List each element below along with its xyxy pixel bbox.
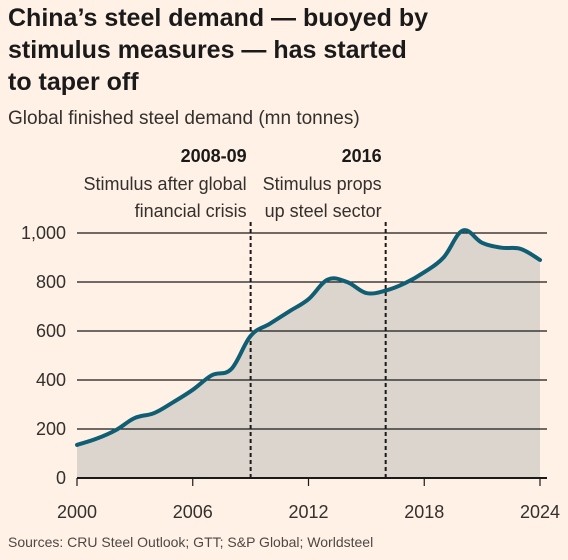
data-point bbox=[173, 402, 174, 403]
x-tick-label: 2012 bbox=[288, 502, 328, 522]
line-layer bbox=[75, 228, 542, 447]
x-tick-label: 2000 bbox=[57, 502, 97, 522]
series-line bbox=[75, 228, 542, 447]
data-point bbox=[212, 375, 213, 376]
data-point bbox=[250, 335, 251, 336]
chart-title: China’s steel demand — buoyed by stimulu… bbox=[8, 2, 560, 98]
data-point bbox=[501, 247, 502, 248]
y-tick-label: 600 bbox=[36, 321, 66, 341]
data-point bbox=[308, 299, 309, 300]
data-point bbox=[520, 248, 521, 249]
annotation-layer bbox=[249, 222, 387, 478]
data-point bbox=[385, 290, 386, 291]
data-point bbox=[404, 283, 405, 284]
x-tick-label: 2018 bbox=[404, 502, 444, 522]
y-tick-label: 0 bbox=[56, 468, 66, 488]
label-layer: 0 200 400 600 800 1,000 2000 2006 2012 2018 2024 20… bbox=[21, 146, 560, 522]
source-note: Sources: CRU Steel Outlook; GTT; S&P Glo… bbox=[8, 534, 374, 550]
data-point bbox=[347, 282, 348, 283]
data-point bbox=[462, 230, 463, 231]
data-point bbox=[424, 272, 425, 273]
series-area bbox=[77, 230, 540, 478]
data-point bbox=[269, 323, 270, 324]
data-point bbox=[327, 279, 328, 280]
data-point bbox=[443, 257, 444, 258]
data-point bbox=[540, 259, 541, 260]
title-line-3: to taper off bbox=[8, 68, 139, 96]
data-point bbox=[482, 242, 483, 243]
data-point bbox=[134, 417, 135, 418]
annotation-text-line2: up steel sector bbox=[265, 201, 382, 221]
annotation-title: 2008-09 bbox=[181, 146, 247, 166]
data-point bbox=[96, 438, 97, 439]
data-point bbox=[366, 293, 367, 294]
data-point bbox=[289, 311, 290, 312]
annotation-text-line2: financial crisis bbox=[135, 201, 247, 221]
title-line-2: stimulus measures — has started bbox=[8, 36, 407, 64]
y-tick-label: 200 bbox=[36, 419, 66, 439]
annotation-title: 2016 bbox=[342, 146, 382, 166]
data-point bbox=[231, 368, 232, 369]
annotation-text-line1: Stimulus props bbox=[263, 174, 382, 194]
x-tick-label: 2006 bbox=[173, 502, 213, 522]
title-line-1: China’s steel demand — buoyed by bbox=[8, 4, 428, 32]
area-layer bbox=[77, 230, 540, 478]
annotation-text-line1: Stimulus after global bbox=[84, 174, 247, 194]
y-tick-label: 800 bbox=[36, 272, 66, 292]
data-point bbox=[115, 430, 116, 431]
data-point bbox=[77, 444, 78, 445]
y-tick-label: 400 bbox=[36, 370, 66, 390]
data-point bbox=[192, 389, 193, 390]
chart-subtitle: Global finished steel demand (mn tonnes) bbox=[8, 108, 360, 129]
data-point bbox=[154, 413, 155, 414]
y-tick-label: 1,000 bbox=[21, 223, 66, 243]
x-tick-label: 2024 bbox=[520, 502, 560, 522]
